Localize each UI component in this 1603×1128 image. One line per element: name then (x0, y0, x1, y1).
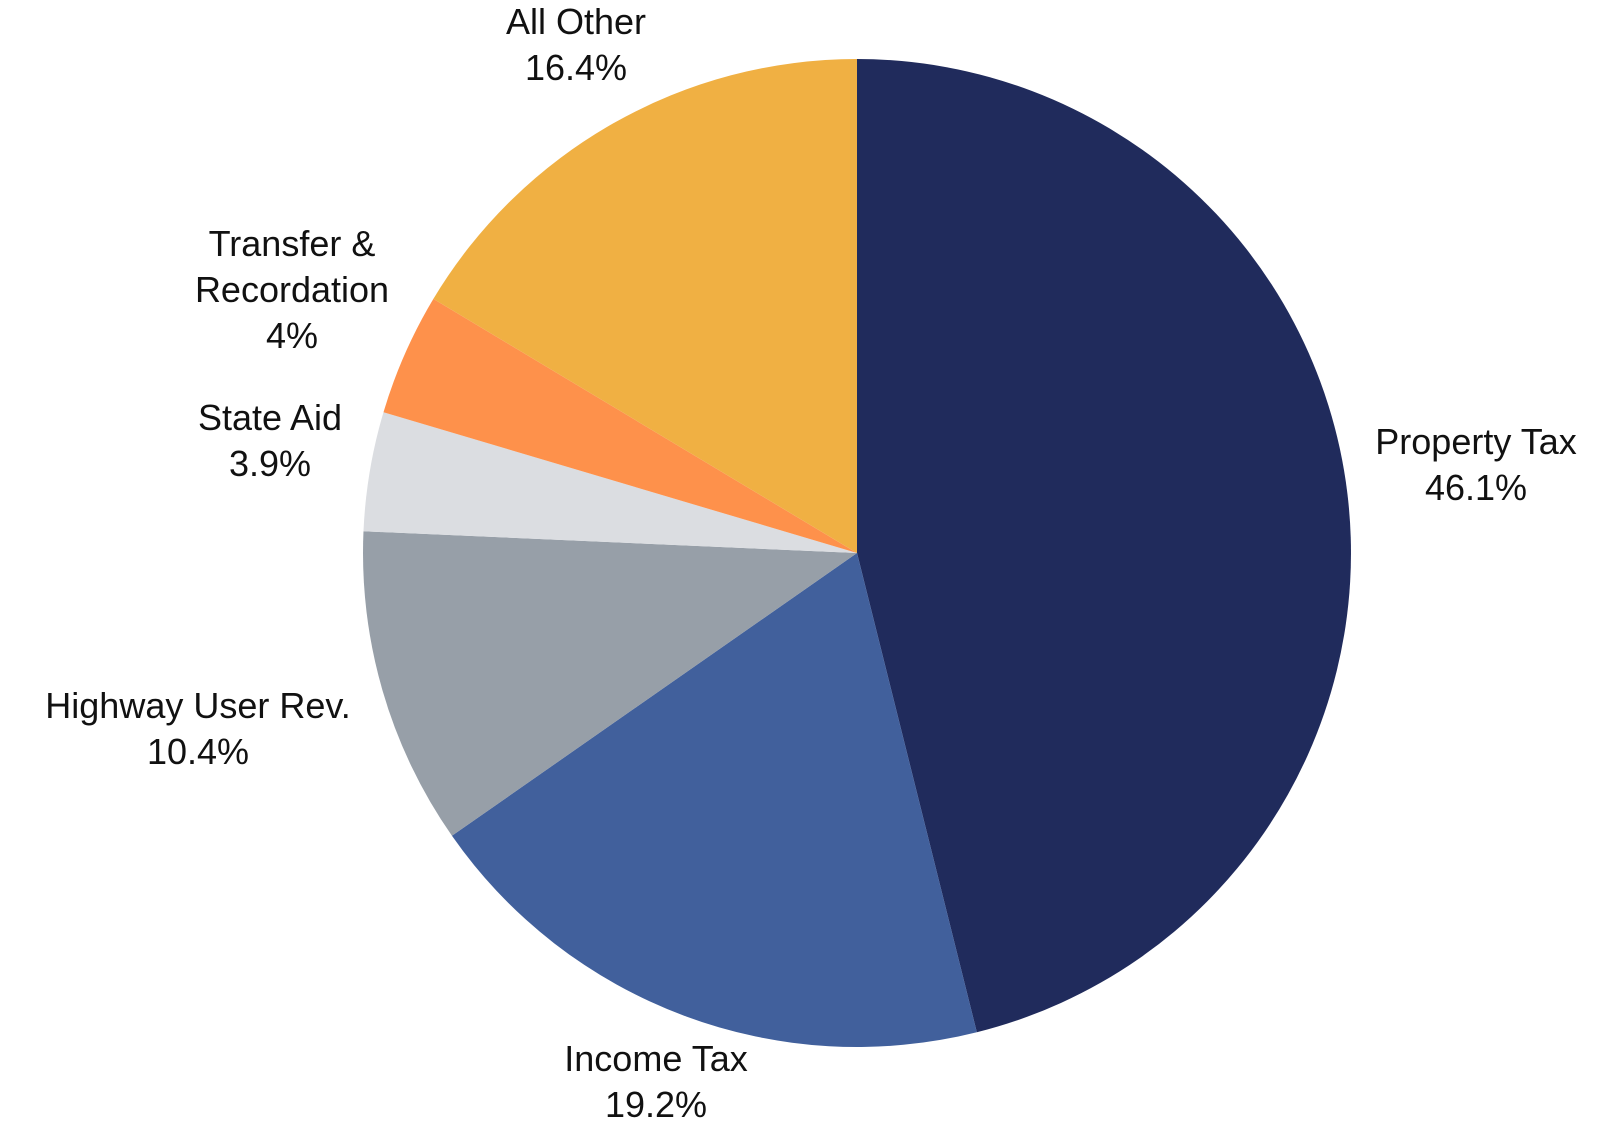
pie-labels: Property Tax 46.1% Income Tax 19.2% Highway … (45, 1, 1576, 1125)
pie-slice-property-tax (857, 59, 1351, 1033)
pie-slice-income-tax (451, 553, 977, 1047)
slice-value-text: 19.2% (605, 1084, 707, 1125)
slice-name-text: Property Tax (1375, 421, 1576, 462)
pie-slice-highway-user-rev (363, 531, 857, 836)
pie-slice-transfer-recordation (383, 298, 857, 553)
slice-value-text: 3.9% (229, 443, 311, 484)
slice-name-text: All Other (506, 1, 646, 42)
slice-label-state-aid: State Aid 3.9% (198, 397, 342, 484)
pie-slice-state-aid (363, 412, 857, 553)
slice-name-text: Recordation (195, 269, 389, 310)
slice-label-transfer-recordation: Transfer & Recordation 4% (195, 223, 389, 356)
slice-label-income-tax: Income Tax 19.2% (564, 1038, 747, 1125)
slice-name-text: Highway User Rev. (45, 685, 350, 726)
slice-value-text: 4% (266, 315, 318, 356)
slice-value-text: 46.1% (1425, 467, 1527, 508)
slice-label-highway-user-rev: Highway User Rev. 10.4% (45, 685, 350, 772)
slice-label-property-tax: Property Tax 46.1% (1375, 421, 1576, 508)
pie-slices (363, 59, 1351, 1047)
slice-value-text: 10.4% (147, 731, 249, 772)
slice-value-text: 16.4% (525, 47, 627, 88)
slice-name-text: Income Tax (564, 1038, 747, 1079)
slice-name-text: State Aid (198, 397, 342, 438)
slice-name-text: Transfer & (209, 223, 376, 264)
slice-label-all-other: All Other 16.4% (506, 1, 646, 88)
pie-slice-all-other (433, 59, 857, 553)
